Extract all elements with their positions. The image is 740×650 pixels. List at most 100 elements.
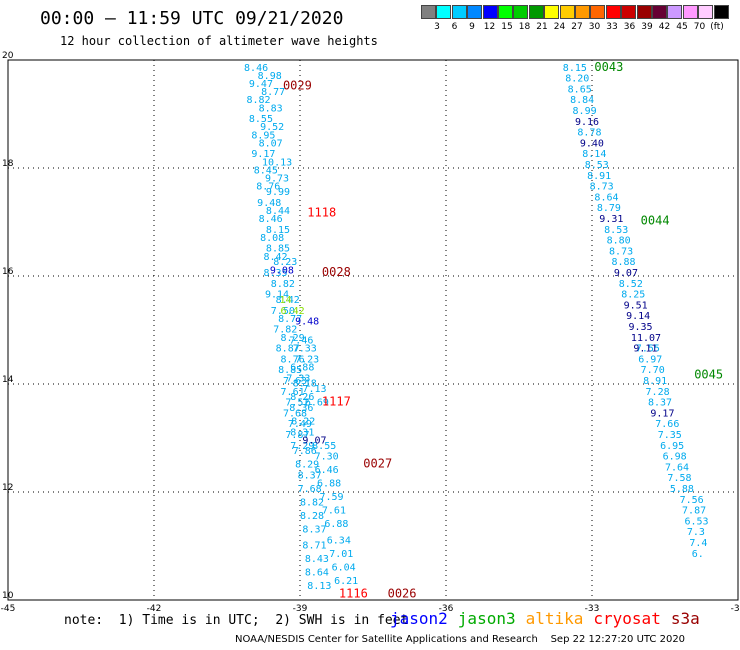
wave-height-point: 7.86: [293, 446, 317, 457]
wave-height-point: 7.4: [689, 538, 707, 549]
colorbar-swatch: [421, 5, 436, 19]
wave-height-point: 8.73: [609, 246, 633, 257]
wave-height-point: 8.37: [298, 471, 322, 482]
colorbar-swatch: [559, 5, 575, 19]
wave-height-point: 8.85: [278, 365, 302, 376]
wave-height-point: 7.50: [271, 306, 295, 317]
pass-time-label: 0043: [594, 60, 623, 74]
wave-height-point: 8.79: [597, 203, 621, 214]
wave-height-point: 8.35: [264, 268, 288, 279]
wave-height-point: 8.78: [577, 128, 601, 139]
wave-height-point: 8.31: [290, 427, 314, 438]
colorbar-label: 3: [434, 22, 440, 32]
wave-height-point: 14: [280, 295, 292, 306]
wave-height-point: 7.46: [289, 336, 313, 347]
colorbar-swatch: [605, 5, 621, 19]
wave-height-point: 10.13: [262, 157, 292, 168]
colorbar-label: 42: [658, 22, 671, 32]
wave-height-point: 9.47: [249, 79, 273, 90]
wave-height-point: 9.31: [599, 214, 623, 225]
wave-height-point: 8.64: [305, 568, 329, 579]
y-tick-label: 16: [2, 267, 14, 277]
wave-height-point: 8.29: [281, 333, 305, 344]
wave-height-point: 8.64: [594, 192, 618, 203]
colorbar-label: 21: [536, 22, 548, 32]
wave-height-point: 8.55: [249, 114, 273, 125]
wave-height-point: 7.33: [286, 373, 310, 384]
y-tick-label: 20: [2, 51, 14, 61]
wave-height-point: 8.44: [266, 206, 290, 217]
legend-entry: jason3: [457, 609, 516, 628]
colorbar-swatch: [667, 5, 683, 19]
colorbar-label: 70: [693, 22, 706, 32]
wave-height-point: 8.15: [266, 225, 290, 236]
pass-time-label: 1116: [339, 586, 368, 600]
wave-height-point: 9.40: [580, 138, 604, 149]
wave-height-point: 7.23: [295, 354, 319, 365]
pass-time-label: 0027: [363, 457, 392, 471]
wave-height-point: 6.69: [305, 398, 329, 409]
wave-height-point: 7.29: [290, 441, 314, 452]
colorbar-label: 45: [676, 22, 688, 32]
wave-height-point: 8.42: [276, 295, 300, 306]
wave-height-point: 8.13: [307, 581, 331, 592]
wave-height-point: 6.04: [332, 562, 356, 573]
colorbar-swatch: [436, 5, 452, 19]
wave-height-point: 7.59: [319, 492, 343, 503]
colorbar-label: 33: [606, 22, 618, 32]
wave-height-point: 8.71: [302, 541, 326, 552]
footer-credit: NOAA/NESDIS Center for Satellite Applica…: [235, 634, 686, 645]
footer-note: note: 1) Time is in UTC; 2) SWH is in fe…: [64, 613, 409, 628]
wave-height-point: 7.87: [285, 430, 309, 441]
legend-entry: cryosat: [593, 609, 661, 628]
x-tick-label: -33: [585, 604, 600, 614]
colorbar-swatch: [698, 5, 714, 19]
y-tick-label: 14: [2, 375, 14, 385]
x-tick-label: -42: [147, 604, 162, 614]
wave-height-point: 8.88: [611, 257, 635, 268]
wave-height-point: 8.73: [590, 182, 614, 193]
wave-height-point: 8.87: [276, 344, 300, 355]
colorbar-swatch: [528, 5, 544, 19]
wave-height-point: 7.64: [665, 462, 689, 473]
colorbar-label: 18: [518, 22, 531, 32]
wave-height-point: 8.42: [264, 252, 288, 263]
wave-height-point: 7.30: [315, 452, 339, 463]
colorbar-swatch: [636, 5, 652, 19]
colorbar-swatch: [713, 5, 729, 19]
page-title: 00:00 – 11:59 UTC 09/21/2020: [40, 8, 344, 29]
wave-height-point: 7.3: [687, 527, 705, 538]
wave-height-point: 8.91: [587, 171, 611, 182]
wave-height-point: 8.36: [289, 403, 313, 414]
colorbar-label: 9: [469, 22, 475, 32]
pass-time-label: 0026: [388, 586, 417, 600]
wave-height-point: 9.51: [624, 300, 648, 311]
wave-height-point: 8.77: [261, 87, 285, 98]
wave-height-point: 7.35: [658, 430, 682, 441]
wave-height-point: 7.63: [283, 376, 307, 387]
colorbar-swatch: [575, 5, 590, 19]
wave-height-point: 7.61: [281, 387, 305, 398]
wave-height-point: 8.95: [251, 130, 275, 141]
wave-height-point: 9.35: [629, 322, 653, 333]
wave-height-point: 7.70: [641, 365, 665, 376]
colorbar-swatch: [467, 5, 483, 19]
wave-height-point: 8.46: [244, 63, 268, 74]
pass-time-label: 0029: [283, 79, 312, 93]
wave-height-point: 6.21: [334, 576, 358, 587]
wave-height-point: 7.66: [655, 419, 679, 430]
wave-height-point: 8.18: [293, 379, 317, 390]
wave-height-point: 6.34: [327, 535, 351, 546]
colorbar-swatch: [451, 5, 467, 19]
y-tick-label: 12: [2, 483, 13, 493]
wave-height-point: 7.28: [646, 387, 670, 398]
wave-height-point: 7.01: [329, 549, 353, 560]
colorbar-label: 6: [451, 22, 458, 32]
x-tick-label: -39: [293, 604, 308, 614]
wave-height-point: 8.26: [290, 392, 314, 403]
wave-height-point: 8.28: [300, 511, 324, 522]
wave-height-point: 7.87: [682, 506, 706, 517]
wave-height-point: 6.98: [663, 452, 687, 463]
wave-height-point: 9.07: [614, 268, 638, 279]
